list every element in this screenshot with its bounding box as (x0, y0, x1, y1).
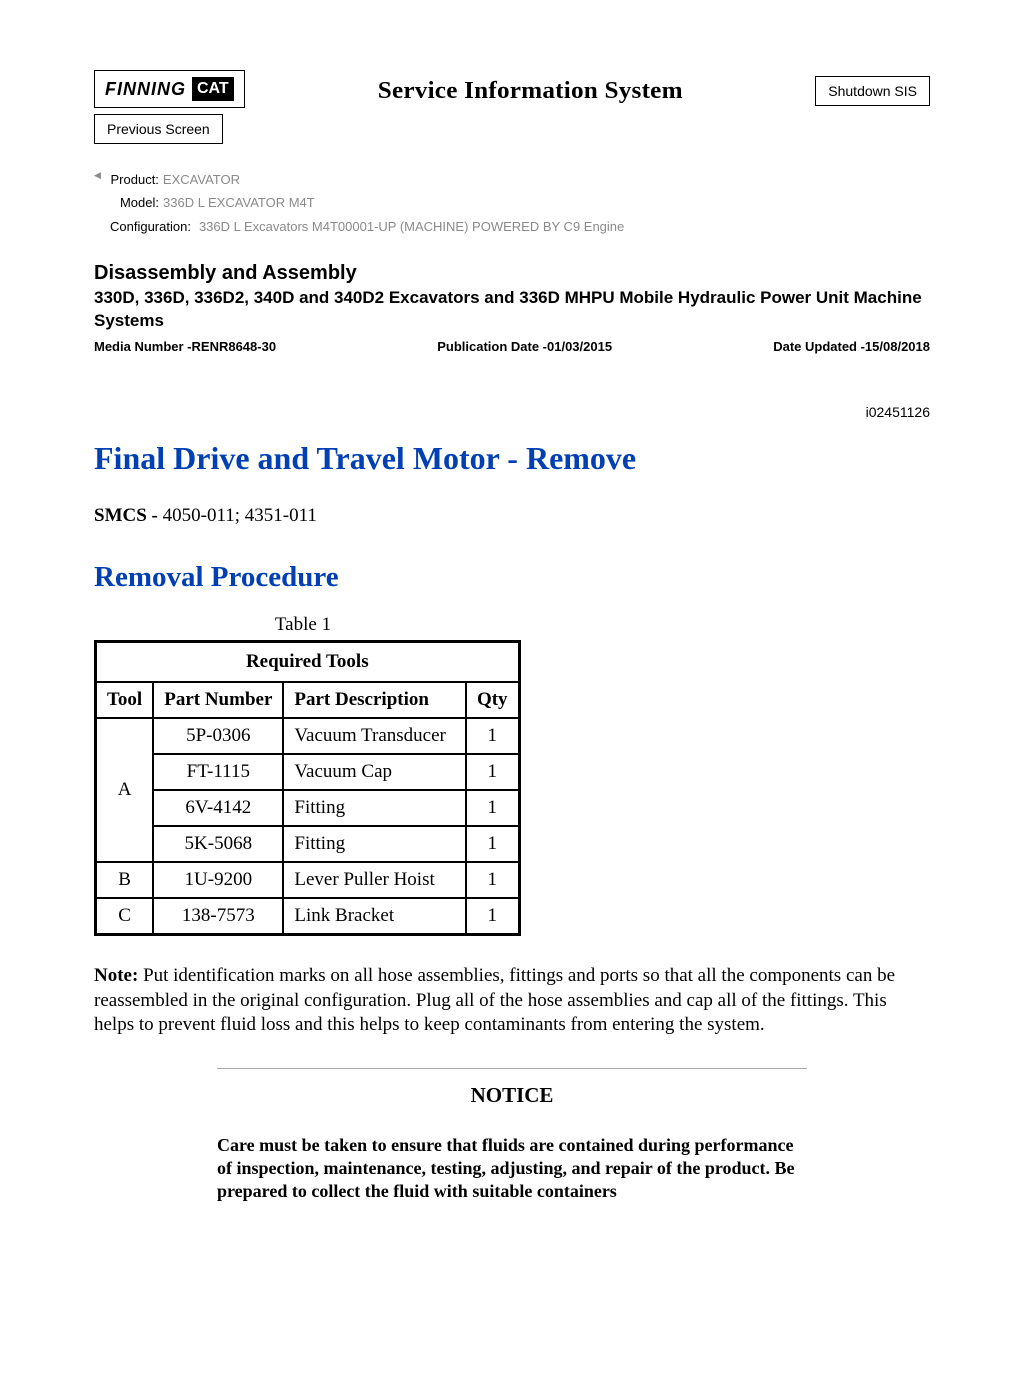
col-tool: Tool (96, 682, 154, 718)
media-row: Media Number -RENR8648-30 Publication Da… (94, 339, 930, 354)
cell-pn: 1U-9200 (153, 862, 283, 898)
config-value: 336D L Excavators M4T00001-UP (MACHINE) … (195, 215, 624, 238)
cell-desc: Fitting (283, 826, 466, 862)
table-header-span: Required Tools (96, 642, 520, 683)
section-block: Disassembly and Assembly 330D, 336D, 336… (94, 262, 930, 354)
notice-title: NOTICE (217, 1083, 807, 1108)
table-row: 6V-4142 Fitting 1 (96, 790, 520, 826)
publication-date: Publication Date -01/03/2015 (437, 339, 612, 354)
smcs-label: SMCS - (94, 505, 163, 526)
cell-desc: Lever Puller Hoist (283, 862, 466, 898)
model-value: 336D L EXCAVATOR M4T (163, 191, 315, 214)
product-label: Product: (101, 168, 163, 191)
model-label: Model: (94, 191, 163, 214)
cell-desc: Fitting (283, 790, 466, 826)
table-row: 5K-5068 Fitting 1 (96, 826, 520, 862)
cell-pn: 138-7573 (153, 898, 283, 935)
col-partnumber: Part Number (153, 682, 283, 718)
cell-desc: Link Bracket (283, 898, 466, 935)
finning-cat-logo: FINNING CAT (94, 70, 245, 108)
cell-tool: A (96, 718, 154, 862)
table-caption: Table 1 (94, 614, 512, 636)
config-label: Configuration: (94, 215, 195, 238)
sis-title: Service Information System (230, 70, 829, 105)
col-partdesc: Part Description (283, 682, 466, 718)
cell-desc: Vacuum Transducer (283, 718, 466, 754)
header: FINNING CAT Previous Screen Service Info… (94, 70, 930, 144)
col-qty: Qty (466, 682, 519, 718)
date-updated: Date Updated -15/08/2018 (773, 339, 930, 354)
cell-qty: 1 (466, 898, 519, 935)
finning-text: FINNING (105, 79, 186, 100)
cell-pn: 6V-4142 (153, 790, 283, 826)
notice-text: Care must be taken to ensure that fluids… (217, 1134, 807, 1203)
cat-badge: CAT (192, 77, 234, 101)
table-row: C 138-7573 Link Bracket 1 (96, 898, 520, 935)
cell-qty: 1 (466, 790, 519, 826)
media-number: Media Number -RENR8648-30 (94, 339, 276, 354)
meta-block: ◀ Product: EXCAVATOR Model: 336D L EXCAV… (94, 168, 930, 238)
smcs-value: 4050-011; 4351-011 (163, 505, 317, 526)
cell-qty: 1 (466, 718, 519, 754)
document-id: i02451126 (94, 404, 930, 420)
logo-area: FINNING CAT Previous Screen (94, 70, 245, 144)
product-value: EXCAVATOR (163, 168, 240, 191)
section-subtitle: 330D, 336D, 336D2, 340D and 340D2 Excava… (94, 287, 930, 333)
nav-back-icon[interactable]: ◀ (94, 167, 101, 190)
cell-pn: FT-1115 (153, 754, 283, 790)
cell-qty: 1 (466, 754, 519, 790)
note-label: Note: (94, 965, 143, 986)
table-row: A 5P-0306 Vacuum Transducer 1 (96, 718, 520, 754)
removal-title: Removal Procedure (94, 561, 930, 594)
shutdown-sis-button[interactable]: Shutdown SIS (815, 76, 930, 106)
cell-qty: 1 (466, 826, 519, 862)
table-row: B 1U-9200 Lever Puller Hoist 1 (96, 862, 520, 898)
note-text: Put identification marks on all hose ass… (94, 965, 895, 1035)
cell-qty: 1 (466, 862, 519, 898)
cell-tool: C (96, 898, 154, 935)
notice-block: NOTICE Care must be taken to ensure that… (217, 1068, 807, 1203)
previous-screen-button[interactable]: Previous Screen (94, 114, 223, 144)
note-paragraph: Note: Put identification marks on all ho… (94, 964, 930, 1038)
table-row: FT-1115 Vacuum Cap 1 (96, 754, 520, 790)
cell-desc: Vacuum Cap (283, 754, 466, 790)
cell-pn: 5K-5068 (153, 826, 283, 862)
required-tools-table: Required Tools Tool Part Number Part Des… (94, 640, 521, 936)
cell-pn: 5P-0306 (153, 718, 283, 754)
smcs-line: SMCS - 4050-011; 4351-011 (94, 505, 930, 527)
section-title: Disassembly and Assembly (94, 262, 930, 285)
cell-tool: B (96, 862, 154, 898)
document-title: Final Drive and Travel Motor - Remove (94, 440, 930, 477)
